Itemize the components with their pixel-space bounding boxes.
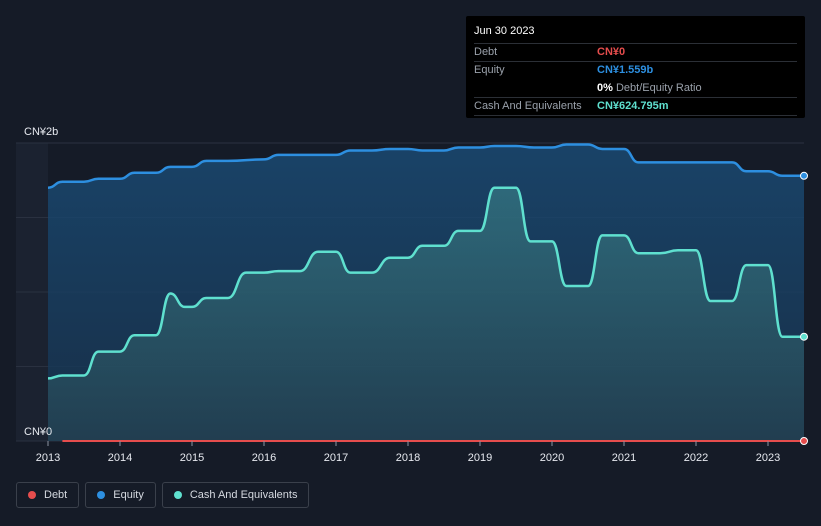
cash-line [47, 186, 804, 380]
tooltip-cash-value: CN¥624.795m [597, 100, 669, 112]
tooltip-debt-value: CN¥0 [597, 46, 626, 58]
x-tick-label: 2013 [36, 452, 60, 464]
legend-item-cash[interactable]: Cash And Equivalents [161, 482, 310, 508]
equity-dot-icon [97, 491, 106, 499]
x-tick-label: 2020 [540, 452, 564, 464]
cash-dot-icon [173, 491, 182, 499]
x-tick-label: 2018 [396, 452, 420, 464]
tooltip: Jun 30 2023 Debt CN¥0 Equity CN¥1.559b 0… [466, 16, 805, 118]
legend-label-cash: Cash And Equivalents [189, 489, 298, 501]
x-tick-label: 2023 [756, 452, 780, 464]
cash-area [48, 187, 804, 441]
x-axis: 2013 2014 2015 2016 2017 2018 2019 2020 2021 2022… [36, 441, 780, 464]
x-tick-label: 2017 [324, 452, 348, 464]
tooltip-row-ratio: 0% Debt/Equity Ratio [474, 79, 797, 97]
x-tick-label: 2015 [180, 452, 204, 464]
tooltip-cash-label: Cash And Equivalents [474, 100, 582, 112]
legend-label-debt: Debt [44, 489, 68, 501]
legend: Debt Equity Cash And Equivalents [16, 482, 310, 508]
legend-item-debt[interactable]: Debt [16, 482, 80, 508]
x-tick-label: 2022 [684, 452, 708, 464]
y-label-top: CN¥2b [24, 126, 58, 138]
tooltip-equity-value: CN¥1.559b [597, 64, 654, 76]
tooltip-ratio-label: Debt/Equity Ratio [615, 82, 702, 94]
legend-label-equity: Equity [113, 489, 144, 501]
equity-end-dot [800, 171, 808, 180]
x-tick-label: 2014 [108, 452, 132, 464]
tooltip-date: Jun 30 2023 [474, 25, 535, 37]
tooltip-row-debt: Debt CN¥0 [474, 43, 797, 61]
equity-line [47, 143, 804, 189]
tooltip-row-cash: Cash And Equivalents CN¥624.795m [474, 97, 797, 116]
y-label-bottom: CN¥0 [24, 426, 52, 438]
legend-item-equity[interactable]: Equity [85, 482, 156, 508]
x-tick-label: 2019 [468, 452, 492, 464]
debt-dot-icon [28, 491, 36, 499]
end-dots [800, 171, 808, 445]
debt-end-dot [800, 437, 808, 445]
tooltip-ratio: 0% Debt/Equity Ratio [597, 80, 702, 97]
x-tick-label: 2021 [612, 452, 636, 464]
cash-end-dot [800, 332, 808, 341]
tooltip-equity-label: Equity [474, 64, 505, 76]
tooltip-row-equity: Equity CN¥1.559b [474, 61, 797, 79]
tooltip-ratio-value: 0% [597, 82, 613, 94]
tooltip-debt-label: Debt [474, 46, 498, 58]
x-tick-label: 2016 [252, 452, 276, 464]
